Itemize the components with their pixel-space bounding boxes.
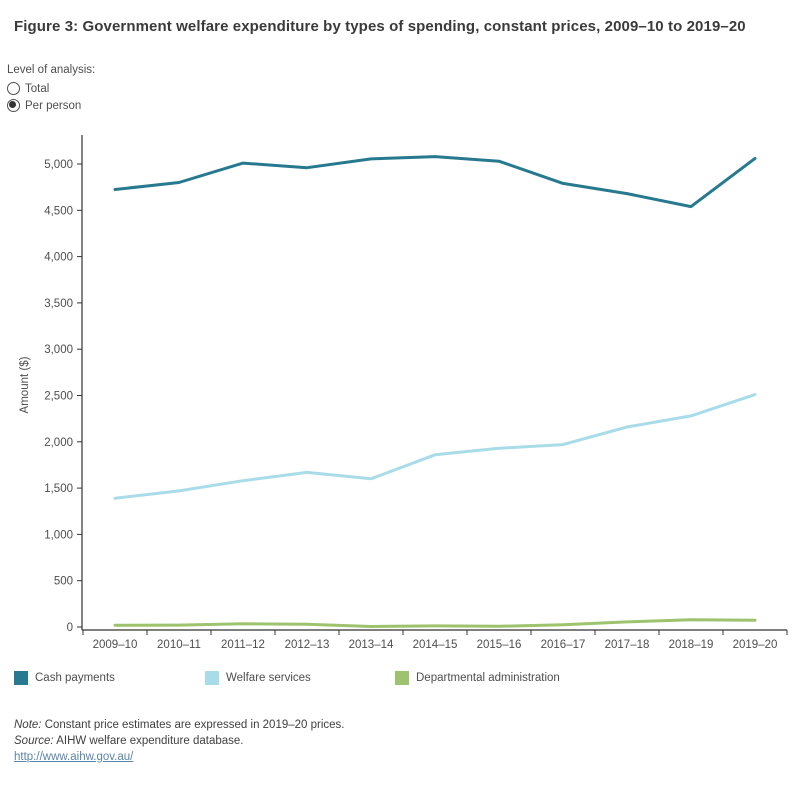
y-axis-tick-label: 1,000: [44, 529, 73, 541]
series-line-welfare-services[interactable]: [113, 393, 757, 500]
x-axis-label: 2009–10: [93, 639, 138, 651]
source-line: Source: AIHW welfare expenditure databas…: [14, 733, 345, 749]
line-chart: 0 500 1,000 1,500 2,000 2,500 3,000 3,500 4,000 4…: [19, 135, 788, 651]
level-of-analysis-control: Level of analysis: Total Per person: [7, 64, 95, 114]
x-axis-label: 2013–14: [349, 639, 394, 651]
series-line-departmental-administration[interactable]: [113, 618, 757, 628]
legend-item-departmental-administration[interactable]: Departmental administration: [395, 671, 560, 685]
source-label: Source:: [14, 735, 54, 747]
y-axis-tick-label: 1,500: [44, 483, 73, 495]
x-axis-label: 2011–12: [221, 639, 265, 651]
radio-total-label: Total: [25, 82, 50, 95]
y-axis-title: Amount ($): [19, 356, 31, 413]
legend-label-welfare-services: Welfare services: [226, 672, 311, 684]
x-axis-label: 2015–16: [477, 639, 522, 651]
x-axis-label: 2014–15: [413, 639, 458, 651]
y-axis-tick-label: 0: [67, 622, 73, 634]
y-axis-tick-label: 3,500: [44, 298, 73, 310]
y-axis-tick-label: 500: [54, 576, 73, 588]
legend-item-cash-payments[interactable]: Cash payments: [14, 671, 115, 685]
note-line: Note: Constant price estimates are expre…: [14, 717, 345, 733]
note-label: Note:: [14, 719, 42, 731]
legend-swatch-cash-payments: [14, 671, 28, 685]
source-link[interactable]: http://www.aihw.gov.au/: [14, 751, 134, 763]
x-axis-label: 2012–13: [285, 639, 330, 651]
y-axis-tick-label: 3,000: [44, 344, 73, 356]
x-axis-label: 2017–18: [605, 639, 650, 651]
legend-item-welfare-services[interactable]: Welfare services: [205, 671, 311, 685]
legend-label-departmental-administration: Departmental administration: [416, 672, 560, 684]
y-axis-tick-label: 4,000: [44, 252, 73, 264]
radio-per-person-label: Per person: [25, 99, 82, 112]
radio-per-person[interactable]: Per person: [7, 97, 95, 114]
chart-legend: Cash payments Welfare services Departmen…: [0, 671, 800, 687]
x-axis-label: 2010–11: [157, 639, 201, 651]
chart-notes: Note: Constant price estimates are expre…: [14, 717, 345, 765]
legend-swatch-welfare-services: [205, 671, 219, 685]
y-axis-tick-label: 5,000: [44, 159, 73, 171]
source-text: AIHW welfare expenditure database.: [53, 735, 244, 747]
legend-label-cash-payments: Cash payments: [35, 672, 115, 684]
series-line-cash-payments[interactable]: [113, 155, 757, 209]
radio-total[interactable]: Total: [7, 80, 95, 97]
figure-title: Figure 3: Government welfare expenditure…: [14, 18, 746, 35]
x-axis-label: 2018–19: [669, 639, 714, 651]
x-axis-label: 2016–17: [541, 639, 586, 651]
y-axis-tick-label: 2,000: [44, 437, 73, 449]
note-text: Constant price estimates are expressed i…: [41, 719, 345, 731]
level-of-analysis-label: Level of analysis:: [7, 64, 96, 76]
radio-per-person-icon[interactable]: [7, 99, 20, 112]
legend-swatch-departmental-administration: [395, 671, 409, 685]
x-axis-label: 2019–20: [733, 639, 778, 651]
y-axis-tick-label: 4,500: [44, 205, 73, 217]
radio-total-icon[interactable]: [7, 82, 20, 95]
y-axis-tick-label: 2,500: [44, 391, 73, 403]
